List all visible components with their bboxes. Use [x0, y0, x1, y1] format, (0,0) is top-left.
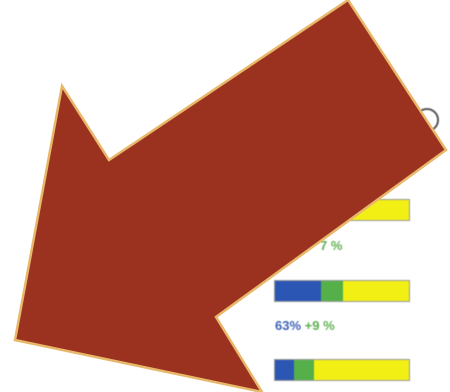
progress-bar-2 — [274, 280, 410, 302]
progress-segment-blue — [275, 281, 321, 301]
progress-segment-yellow — [313, 360, 409, 380]
stat-delta: +9 % — [304, 318, 335, 333]
progress-segment-blue — [275, 360, 294, 380]
progress-bar-3 — [274, 359, 410, 381]
stat-row-2: 63% +9 % — [275, 318, 335, 333]
progress-segment-yellow — [343, 281, 409, 301]
arrow-shape — [13, 0, 448, 392]
stat-percent: 63% — [275, 318, 302, 333]
stat-row-1: 7 % — [320, 238, 342, 253]
progress-segment-green — [320, 281, 344, 301]
stat-delta: 7 % — [320, 238, 343, 253]
progress-segment-green — [293, 360, 314, 380]
